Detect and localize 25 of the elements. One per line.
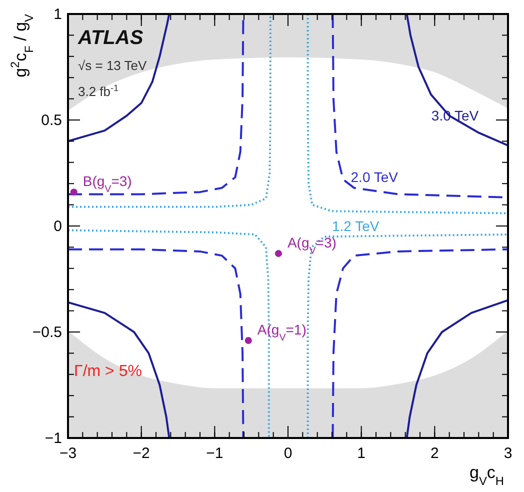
y-tick-label: 1 [54, 6, 62, 23]
series-label: 1.2 TeV [332, 218, 380, 234]
series-label: B(g$_{V}$=3) [82, 173, 132, 195]
y-tick-label: −1 [44, 430, 62, 447]
x-tick-label: −1 [206, 445, 224, 462]
annotation: ATLAS [77, 27, 144, 49]
point [70, 188, 78, 196]
x-tick-label: 3 [504, 445, 512, 462]
x-tick-label: 1 [357, 445, 366, 462]
annotation: Γ/m > 5% [74, 363, 142, 380]
x-tick-label: −3 [59, 445, 77, 462]
series-label: A(g$_{V}$=1) [257, 321, 306, 343]
x-axis-title: g$_{V}$c$_{H}$ [470, 463, 504, 488]
annotation: √s = 13 TeV [78, 58, 148, 73]
x-tick-label: −2 [132, 445, 150, 462]
x-tick-label: 2 [430, 445, 439, 462]
series-label: A(g$_{V}$=3) [287, 234, 336, 256]
y-tick-label: 0 [54, 218, 62, 235]
point [244, 336, 252, 344]
annotation: 3.2 fb$^{-1}$ [78, 83, 119, 99]
x-tick-label: 0 [284, 445, 292, 462]
y-tick-label: −0.5 [32, 324, 62, 341]
y-tick-label: 0.5 [41, 112, 62, 129]
point [274, 250, 282, 258]
series-label: 2.0 TeV [350, 169, 399, 186]
